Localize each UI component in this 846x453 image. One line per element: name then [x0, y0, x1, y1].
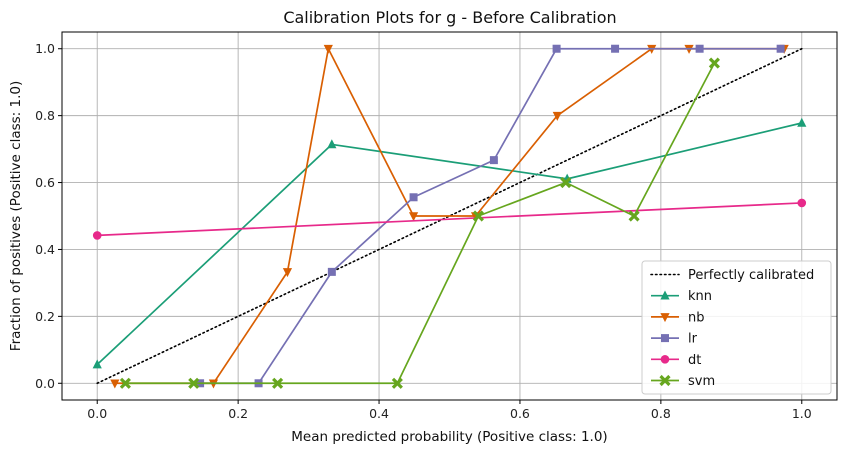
legend: Perfectly calibrated knn nb lr dt svm — [641, 260, 832, 395]
svm-point — [272, 377, 284, 389]
legend-label: knn — [688, 289, 712, 304]
legend-label: svm — [688, 374, 715, 389]
reference-line-layer — [96, 47, 803, 385]
lr-point — [776, 44, 785, 53]
x-tick-label: 1.0 — [792, 406, 812, 421]
legend-entry-svm: svm — [651, 374, 715, 389]
chart-title: Calibration Plots for g - Before Calibra… — [283, 8, 616, 27]
lr-point — [409, 193, 418, 202]
legend-label: dt — [688, 353, 701, 368]
knn-point — [797, 117, 807, 127]
lr-point — [327, 267, 336, 276]
x-tick-label: 0.6 — [510, 406, 530, 421]
dt-point — [797, 198, 807, 208]
perfectly-calibrated-line — [96, 47, 803, 385]
lr-point — [552, 44, 561, 53]
legend-marker — [661, 334, 669, 343]
plot-frame — [61, 31, 838, 401]
knn-point — [327, 139, 337, 149]
knn-point — [92, 359, 102, 369]
legend-marker — [660, 290, 670, 300]
y-tick-label: 0.6 — [35, 175, 55, 190]
x-tick-label: 0.0 — [87, 406, 107, 421]
lr-point — [695, 44, 704, 53]
svm-point — [628, 210, 640, 222]
x-tick-label: 0.8 — [651, 406, 671, 421]
legend-entry-knn: knn — [651, 289, 712, 304]
x-tick-label: 0.2 — [228, 406, 248, 421]
legend-label: lr — [688, 332, 698, 347]
x-tick-label: 0.4 — [369, 406, 389, 421]
y-tick-label: 0.0 — [35, 376, 55, 391]
nb-point — [110, 379, 120, 389]
legend-entry-dt: dt — [651, 353, 701, 368]
axis-ticks: 0.0 0.2 0.4 0.6 0.8 1.0 0.0 0.2 0.4 0.6 0.8 1.0 — [35, 41, 812, 421]
y-tick-label: 0.8 — [35, 108, 55, 123]
nb-point — [552, 111, 562, 121]
legend-marker — [660, 355, 670, 364]
series-svm — [119, 57, 720, 389]
svm-line — [125, 62, 716, 385]
y-tick-label: 0.2 — [35, 309, 55, 324]
y-tick-label: 1.0 — [35, 41, 55, 56]
nb-point — [323, 44, 333, 54]
legend-entry-nb: nb — [651, 310, 705, 325]
legend-entry-perfectly-calibrated: Perfectly calibrated — [650, 268, 814, 283]
y-axis-label: Fraction of positives (Positive class: 1… — [8, 81, 24, 351]
dt-point — [92, 231, 102, 240]
dt-line — [97, 202, 802, 237]
legend-marker — [660, 313, 670, 323]
legend-label: nb — [688, 310, 705, 325]
x-axis-label: Mean predicted probability (Positive cla… — [291, 429, 607, 445]
svm-point — [560, 176, 572, 189]
svm-point — [708, 57, 720, 69]
y-tick-label: 0.4 — [35, 242, 55, 257]
svm-point — [472, 210, 484, 222]
lr-point — [611, 44, 620, 53]
svm-point — [188, 377, 200, 389]
series-layer — [92, 44, 807, 389]
legend-entry-lr: lr — [651, 332, 698, 347]
lr-point — [489, 156, 498, 165]
nb-point — [282, 268, 293, 278]
svm-point — [391, 377, 403, 389]
legend-marker — [659, 374, 671, 387]
knn-line — [96, 122, 802, 366]
nb-point — [408, 212, 419, 222]
svm-point — [119, 377, 131, 389]
legend-label: Perfectly calibrated — [688, 268, 814, 283]
series-dt — [92, 198, 807, 240]
legend-box — [641, 260, 832, 395]
